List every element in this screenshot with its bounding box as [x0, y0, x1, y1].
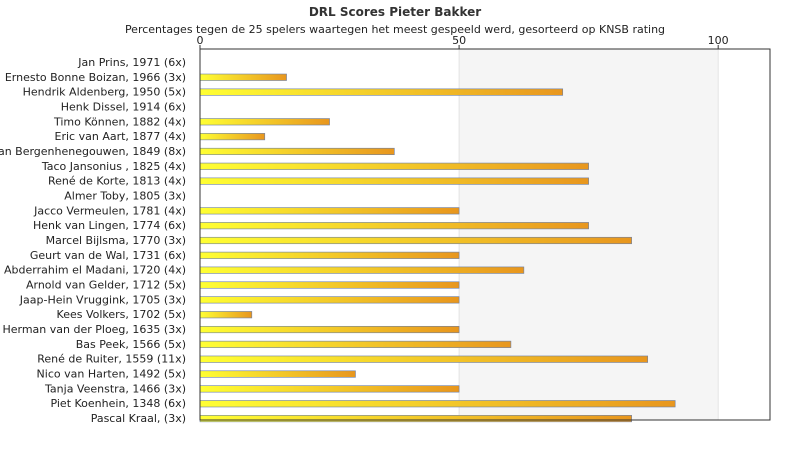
bar [199, 88, 564, 96]
category-label: Jaap-Hein Vruggink, 1705 (3x) [19, 293, 186, 306]
chart-subtitle: Percentages tegen de 25 spelers waartege… [125, 23, 665, 36]
bar [199, 222, 589, 230]
category-label: Jacco Vermeulen, 1781 (4x) [33, 204, 186, 217]
x-axis-ticks: 0 50 100 [197, 34, 729, 49]
category-label: Kees Volkers, 1702 (5x) [57, 308, 186, 321]
category-label: Taco Jansonius , 1825 (4x) [41, 160, 186, 173]
category-label: Bas Peek, 1566 (5x) [76, 338, 186, 351]
bar [199, 251, 460, 259]
category-label: Abderrahim el Madani, 1720 (4x) [4, 264, 186, 277]
plot-frame [199, 48, 771, 421]
bar [199, 236, 632, 245]
category-label: van Bergenhenegouwen, 1849 (8x) [0, 145, 186, 158]
category-label: René de Korte, 1813 (4x) [48, 175, 186, 188]
bar [199, 133, 266, 141]
category-label: Pascal Kraal, (3x) [91, 412, 186, 425]
bar [199, 118, 330, 126]
chart-title: DRL Scores Pieter Bakker [309, 5, 481, 19]
bar [199, 207, 460, 215]
plot-band [200, 49, 460, 420]
category-label: Hendrik Aldenberg, 1950 (5x) [23, 86, 186, 99]
x-tick-label: 100 [708, 34, 729, 47]
bar [199, 296, 460, 304]
bar [199, 400, 676, 408]
category-label: Jan Prins, 1971 (6x) [77, 56, 186, 69]
plot-band [718, 49, 770, 420]
category-label: Ernesto Bonne Boizan, 1966 (3x) [5, 71, 186, 84]
category-labels: Jan Prins, 1971 (6x) Ernesto Bonne Boizan… [0, 56, 186, 425]
bar [199, 147, 395, 156]
bar [199, 415, 632, 423]
category-label: Henk Dissel, 1914 (6x) [61, 100, 186, 113]
bar [199, 73, 287, 81]
bar [199, 266, 525, 274]
bar [199, 281, 460, 289]
bar [199, 325, 460, 334]
category-label: Arnold van Gelder, 1712 (5x) [26, 279, 186, 292]
x-tick-label: 0 [197, 34, 204, 47]
category-label: Geurt van de Wal, 1731 (6x) [30, 249, 186, 262]
category-label: Timo Können, 1882 (4x) [53, 115, 186, 128]
bar [199, 311, 253, 319]
category-label: René de Ruiter, 1559 (11x) [37, 353, 186, 366]
bar [199, 177, 589, 185]
category-label: Herman van der Ploeg, 1635 (3x) [2, 323, 186, 336]
category-label: Piet Koenhein, 1348 (6x) [50, 397, 186, 410]
bar [199, 355, 649, 363]
bar [199, 385, 460, 393]
plot-band [459, 49, 719, 420]
bar [199, 162, 589, 170]
category-label: Henk van Lingen, 1774 (6x) [33, 219, 186, 232]
bar [199, 370, 356, 378]
category-label: Almer Toby, 1805 (3x) [64, 189, 186, 202]
category-label: Marcel Bijlsma, 1770 (3x) [46, 234, 186, 247]
category-label: Tanja Veenstra, 1466 (3x) [44, 382, 186, 395]
category-label: Nico van Harten, 1492 (5x) [37, 368, 186, 381]
category-label: Eric van Aart, 1877 (4x) [55, 130, 186, 143]
x-tick-label: 50 [452, 34, 466, 47]
bar [199, 340, 512, 348]
plot-background [200, 49, 770, 420]
